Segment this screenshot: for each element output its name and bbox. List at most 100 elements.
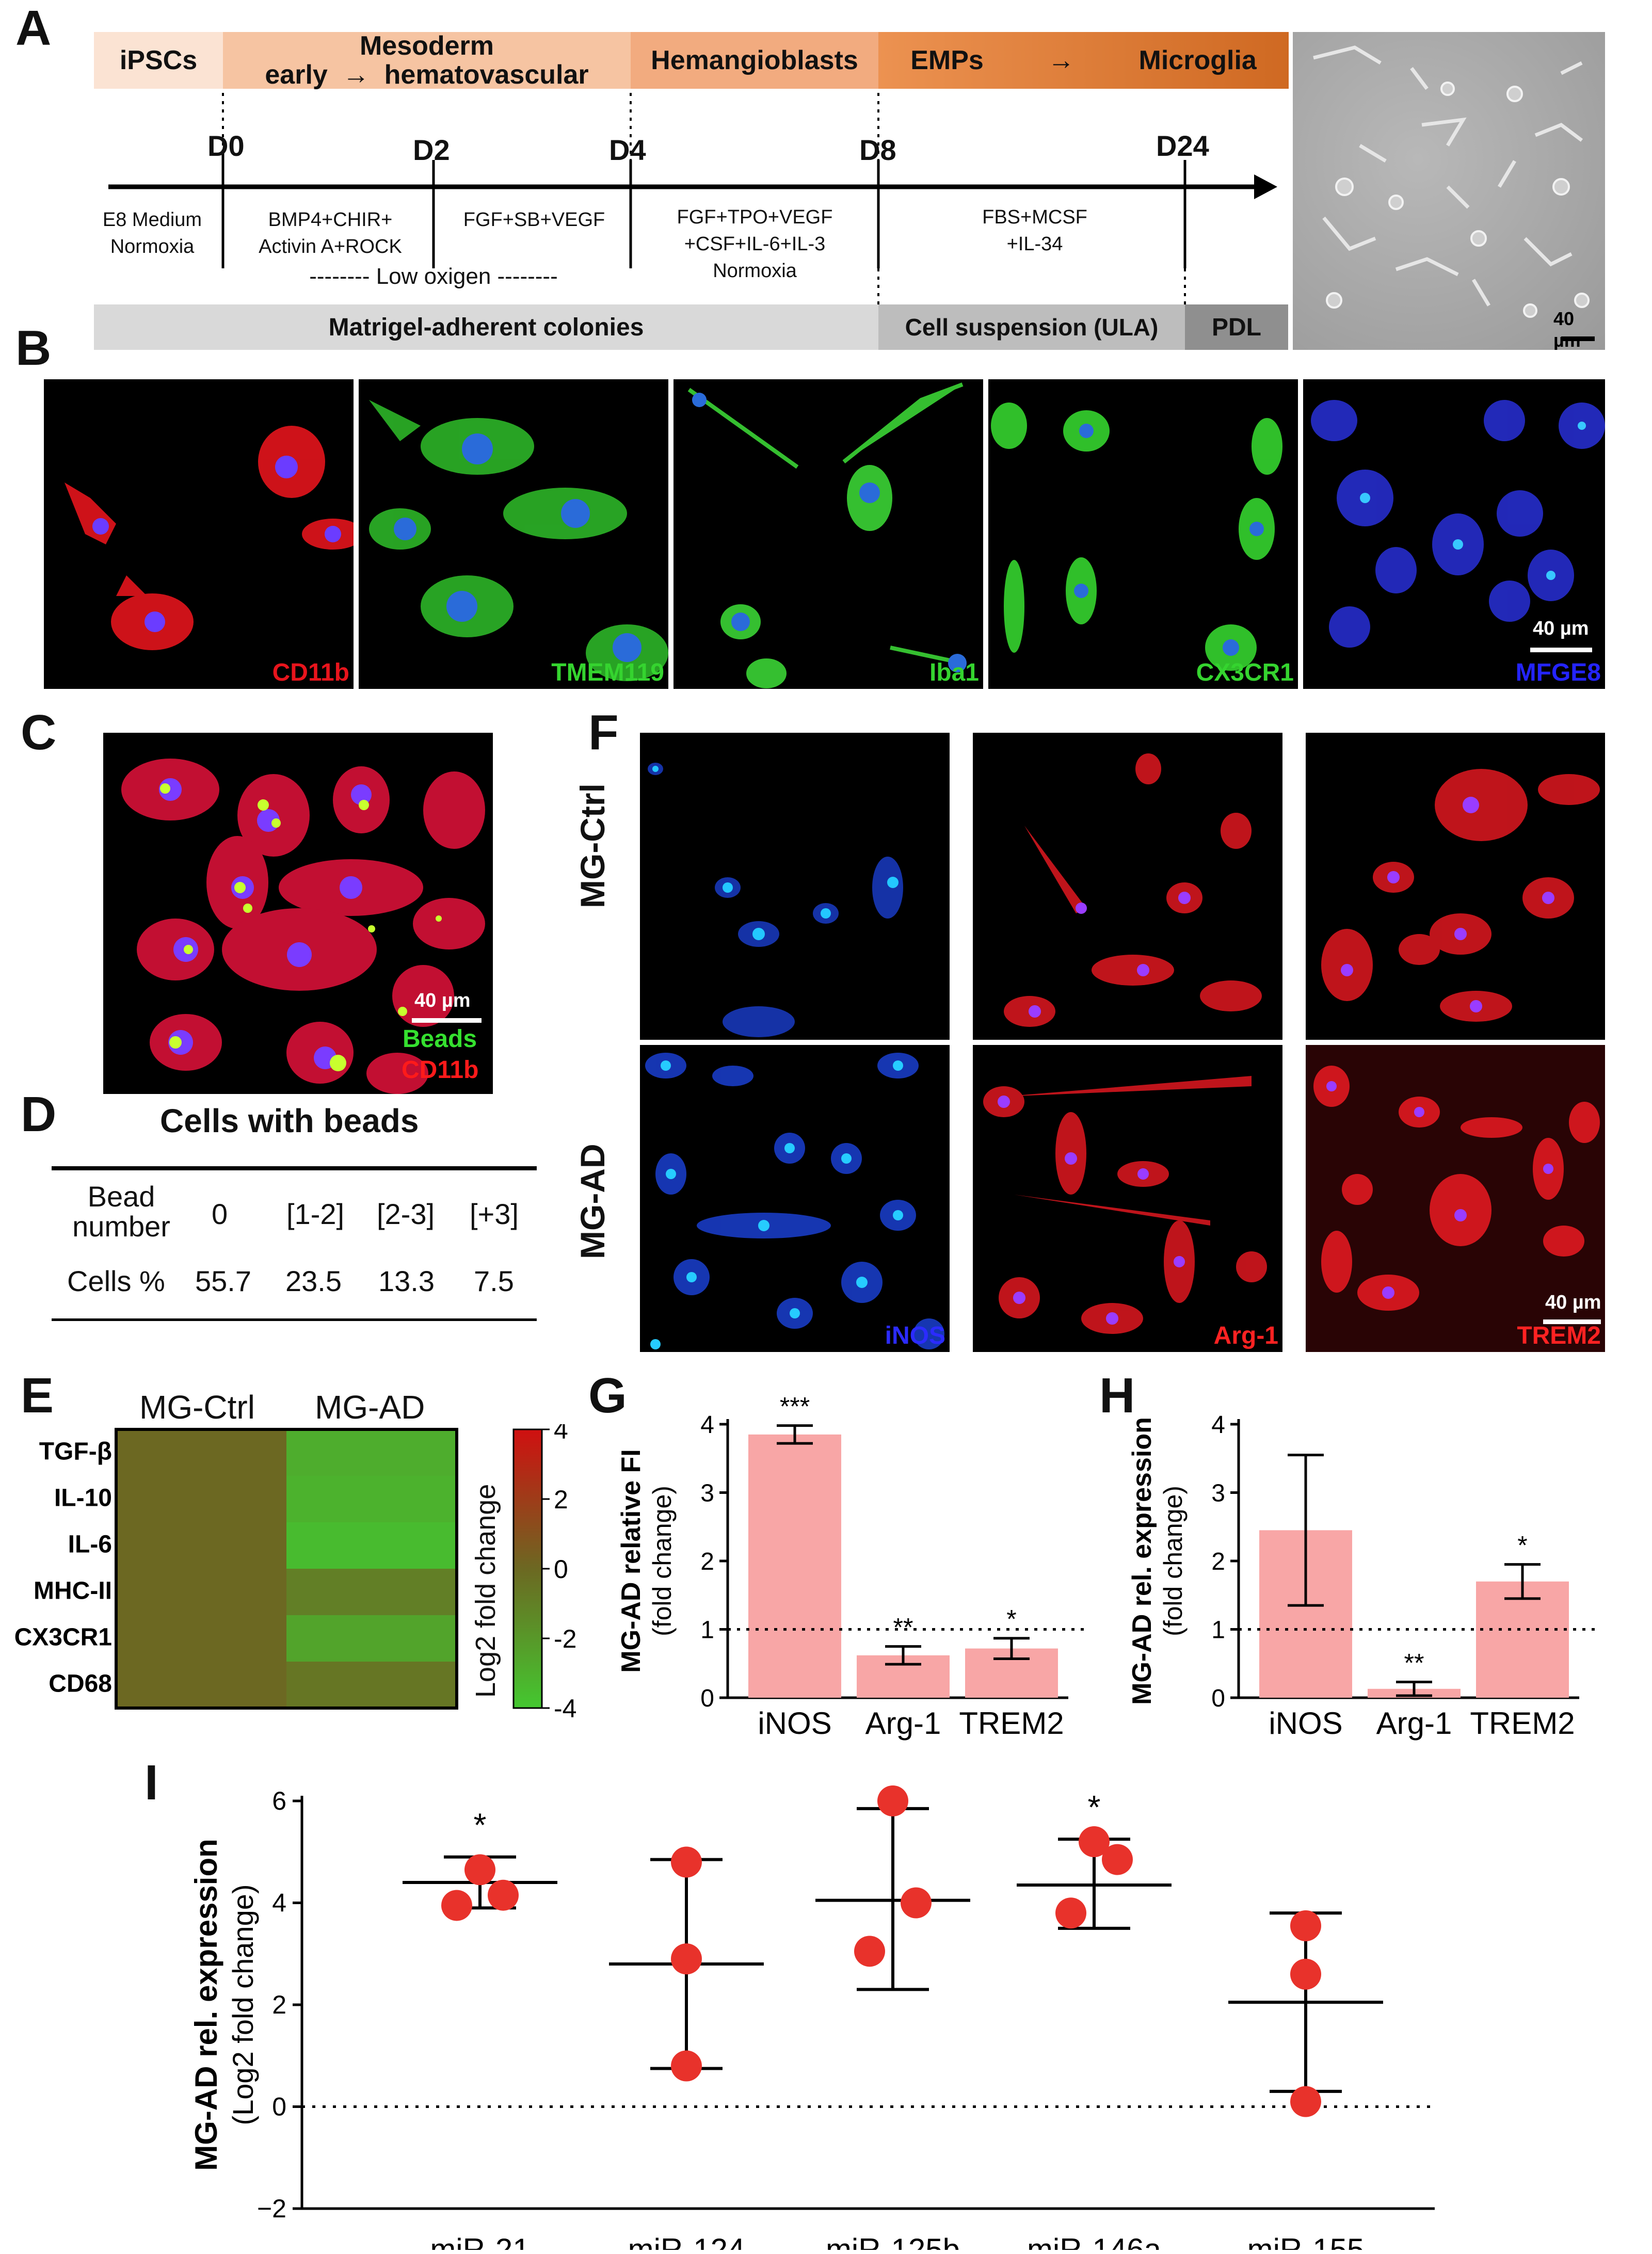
heatmap-cell: [116, 1522, 286, 1569]
bar: [748, 1434, 841, 1698]
data-point: [671, 1846, 702, 1878]
stage-mesoderm-sub: early → hematovascular: [265, 60, 589, 90]
marker-mfge8-label: MFGE8: [1515, 659, 1601, 686]
significance-marker: *: [1088, 1789, 1101, 1826]
y-tick-label: 4: [272, 1889, 286, 1918]
day-d2: D2: [413, 134, 450, 166]
data-point: [464, 1854, 495, 1886]
heatmap-cell: [116, 1615, 286, 1662]
panel-e-label: E: [21, 1368, 54, 1423]
heatmap-row-label: MHC-II: [34, 1577, 112, 1605]
colorbar-tick-label: 4: [554, 1424, 568, 1444]
heatmap-row-label: CX3CR1: [14, 1624, 112, 1651]
data-point: [488, 1879, 519, 1911]
substrate-pdl: PDL: [1185, 304, 1288, 350]
micro-ad-trem2: 40 µm TREM2: [1306, 1045, 1605, 1352]
stage-emps-microglia: EMPs → Microglia: [878, 32, 1289, 89]
y-tick-label: 0: [1211, 1685, 1225, 1712]
marker-inos-label: iNOS: [885, 1322, 945, 1349]
marker-arg1-label: Arg-1: [1213, 1322, 1278, 1349]
col-0: 0: [212, 1198, 228, 1230]
marker-cd11b-label: CD11b: [272, 659, 349, 686]
y-tick-label: 2: [1211, 1548, 1225, 1575]
x-tick-label: miR-21: [430, 2232, 530, 2250]
panel-c-scalebar-text: 40 µm: [414, 990, 471, 1011]
data-point: [441, 1890, 472, 1921]
x-tick-label: TREM2: [959, 1706, 1064, 1741]
heatmap-cell: [286, 1662, 457, 1708]
heatmap-col-mg-ctrl: MG-Ctrl: [139, 1389, 255, 1426]
heatmap-row-label: TGF-β: [39, 1438, 112, 1466]
data-point: [1055, 1897, 1086, 1929]
significance-marker: *: [1006, 1605, 1016, 1634]
stage-mesoderm: Mesoderm early → hematovascular: [223, 31, 631, 90]
val-3-plus: 7.5: [474, 1265, 514, 1297]
micro-tmem119: TMEM119: [359, 379, 668, 689]
legend-cd11b: CD11b: [402, 1056, 479, 1084]
col-2-3: [2-3]: [377, 1198, 435, 1230]
heatmap-row-label: IL-6: [68, 1531, 112, 1558]
y-tick-label: 6: [272, 1786, 286, 1815]
micro-mfge8: 40 µm MFGE8: [1303, 379, 1605, 689]
x-tick-label: TREM2: [1470, 1706, 1575, 1741]
substrate-suspension: Cell suspension (ULA): [878, 304, 1185, 350]
table-top-rule: [52, 1166, 537, 1170]
panel-g-label: G: [588, 1368, 627, 1423]
data-point: [877, 1785, 908, 1816]
colorbar-tick-label: -4: [554, 1694, 576, 1723]
heatmap-frame: [115, 1428, 458, 1710]
day-d4: D4: [609, 134, 646, 166]
heatmap-cell: [286, 1569, 457, 1615]
row-header-cells: Cells %: [67, 1265, 165, 1297]
day-d8: D8: [859, 134, 896, 166]
val-2-3: 13.3: [378, 1265, 435, 1297]
panel-a-label: A: [15, 1, 52, 56]
condition-bmp4: BMP4+CHIR+ Activin A+ROCK: [259, 209, 402, 257]
significance-marker: *: [1517, 1531, 1527, 1560]
condition-fbs: FBS+MCSF +IL-34: [982, 206, 1087, 255]
data-point: [671, 1943, 702, 1975]
x-tick-label: miR-124: [628, 2232, 745, 2250]
y-axis-label: MG-AD rel. expression: [189, 1839, 223, 2171]
y-tick-label: 3: [1211, 1480, 1225, 1507]
colorbar-tick-label: -2: [554, 1624, 576, 1653]
panel-c-label: C: [21, 705, 57, 760]
y-tick-label: 0: [272, 2092, 286, 2121]
row-label-mg-ctrl: MG-Ctrl: [573, 783, 612, 908]
y-axis-label-unit: (fold change): [648, 1486, 677, 1636]
stage-microglia: Microglia: [1138, 45, 1257, 75]
condition-e8: E8 Medium Normoxia: [102, 209, 202, 257]
day-d0: D0: [207, 130, 245, 162]
x-tick-label: iNOS: [1269, 1706, 1342, 1741]
y-tick-label: 2: [700, 1548, 714, 1575]
y-axis-label: MG-AD relative FI: [616, 1449, 646, 1672]
colorbar-tick-label: 2: [554, 1485, 568, 1514]
low-oxygen-label: -------- Low oxigen --------: [309, 264, 558, 289]
micro-ad-inos: iNOS: [640, 1045, 950, 1352]
heatmap: TGF-β IL-10 IL-6 MHC-II CX3CR1 CD68 4 2 0 -2 -4: [14, 1424, 577, 1723]
significance-marker: ***: [780, 1393, 810, 1421]
y-tick-label: 4: [700, 1411, 714, 1439]
arrow-icon: →: [1048, 45, 1075, 75]
panel-d-label: D: [21, 1087, 57, 1142]
val-1-2: 23.5: [285, 1265, 342, 1297]
row-label-mg-ad: MG-AD: [573, 1144, 612, 1259]
row-header-bead-number: Bead number: [72, 1180, 170, 1243]
x-tick-label: iNOS: [758, 1706, 831, 1741]
y-axis-label-unit: (Log2 fold change): [227, 1884, 259, 2125]
heatmap-cell: [116, 1569, 286, 1615]
table-title: Cells with beads: [160, 1102, 419, 1139]
data-point: [1290, 2086, 1321, 2117]
scatter-chart-i: 6 4 2 0 −2 miR-21 * miR-124 miR-125b miR-146a * miR…: [189, 1785, 1435, 2250]
heatmap-cell: [286, 1615, 457, 1662]
micro-ctrl-trem2: [1306, 733, 1605, 1040]
colorbar-tick-label: 0: [554, 1555, 568, 1584]
legend-beads: Beads: [403, 1025, 477, 1053]
panel-b-scalebar-text: 40 µm: [1533, 618, 1589, 639]
stage-ipscs: iPSCs: [94, 32, 223, 89]
significance-marker: *: [474, 1807, 487, 1844]
micro-iba1: Iba1: [673, 379, 983, 689]
heatmap-colorbar: [512, 1428, 543, 1709]
x-tick-label: miR-125b: [826, 2232, 960, 2250]
val-0: 55.7: [195, 1265, 251, 1297]
